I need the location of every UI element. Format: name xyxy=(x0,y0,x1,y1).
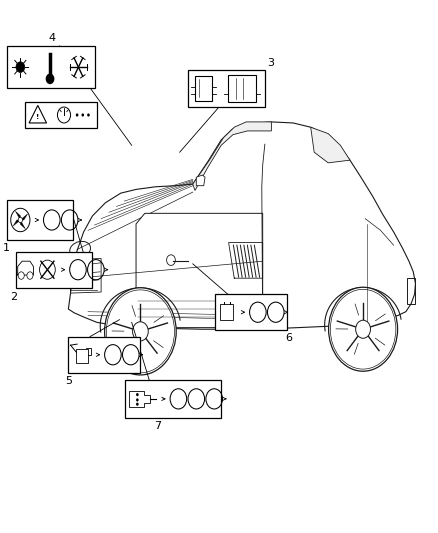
Bar xyxy=(215,294,287,330)
Circle shape xyxy=(133,322,148,341)
Circle shape xyxy=(18,272,24,279)
Text: 6: 6 xyxy=(286,333,292,343)
Text: 4: 4 xyxy=(49,33,56,43)
Polygon shape xyxy=(20,220,25,229)
Bar xyxy=(188,70,265,107)
Circle shape xyxy=(87,114,90,117)
Polygon shape xyxy=(196,175,205,185)
Bar xyxy=(407,278,415,304)
Bar xyxy=(68,337,141,373)
Circle shape xyxy=(356,320,371,338)
Polygon shape xyxy=(130,391,150,407)
Circle shape xyxy=(136,402,139,406)
Circle shape xyxy=(328,287,398,371)
Polygon shape xyxy=(136,213,263,328)
Circle shape xyxy=(18,217,22,223)
Bar xyxy=(7,200,73,240)
Polygon shape xyxy=(20,214,28,220)
Circle shape xyxy=(105,288,176,375)
Bar xyxy=(228,75,256,102)
Bar xyxy=(7,46,95,88)
Text: 7: 7 xyxy=(154,421,162,431)
Text: 1: 1 xyxy=(3,243,10,253)
Text: 5: 5 xyxy=(65,376,72,386)
Polygon shape xyxy=(13,220,20,226)
Circle shape xyxy=(136,393,139,396)
Circle shape xyxy=(76,114,78,117)
Bar xyxy=(195,76,212,101)
Polygon shape xyxy=(311,127,350,163)
Bar xyxy=(16,252,92,288)
Text: !: ! xyxy=(36,114,39,119)
Circle shape xyxy=(27,272,33,279)
Polygon shape xyxy=(68,122,416,329)
Polygon shape xyxy=(29,106,46,123)
Text: 3: 3 xyxy=(267,58,274,68)
Polygon shape xyxy=(76,350,88,363)
Bar xyxy=(25,102,97,128)
Circle shape xyxy=(81,114,84,117)
Circle shape xyxy=(46,74,54,84)
Polygon shape xyxy=(15,211,20,220)
Circle shape xyxy=(16,62,25,72)
Bar xyxy=(125,379,221,418)
Bar xyxy=(220,304,233,320)
Circle shape xyxy=(136,398,139,401)
Polygon shape xyxy=(193,122,272,190)
Text: 2: 2 xyxy=(10,292,18,302)
